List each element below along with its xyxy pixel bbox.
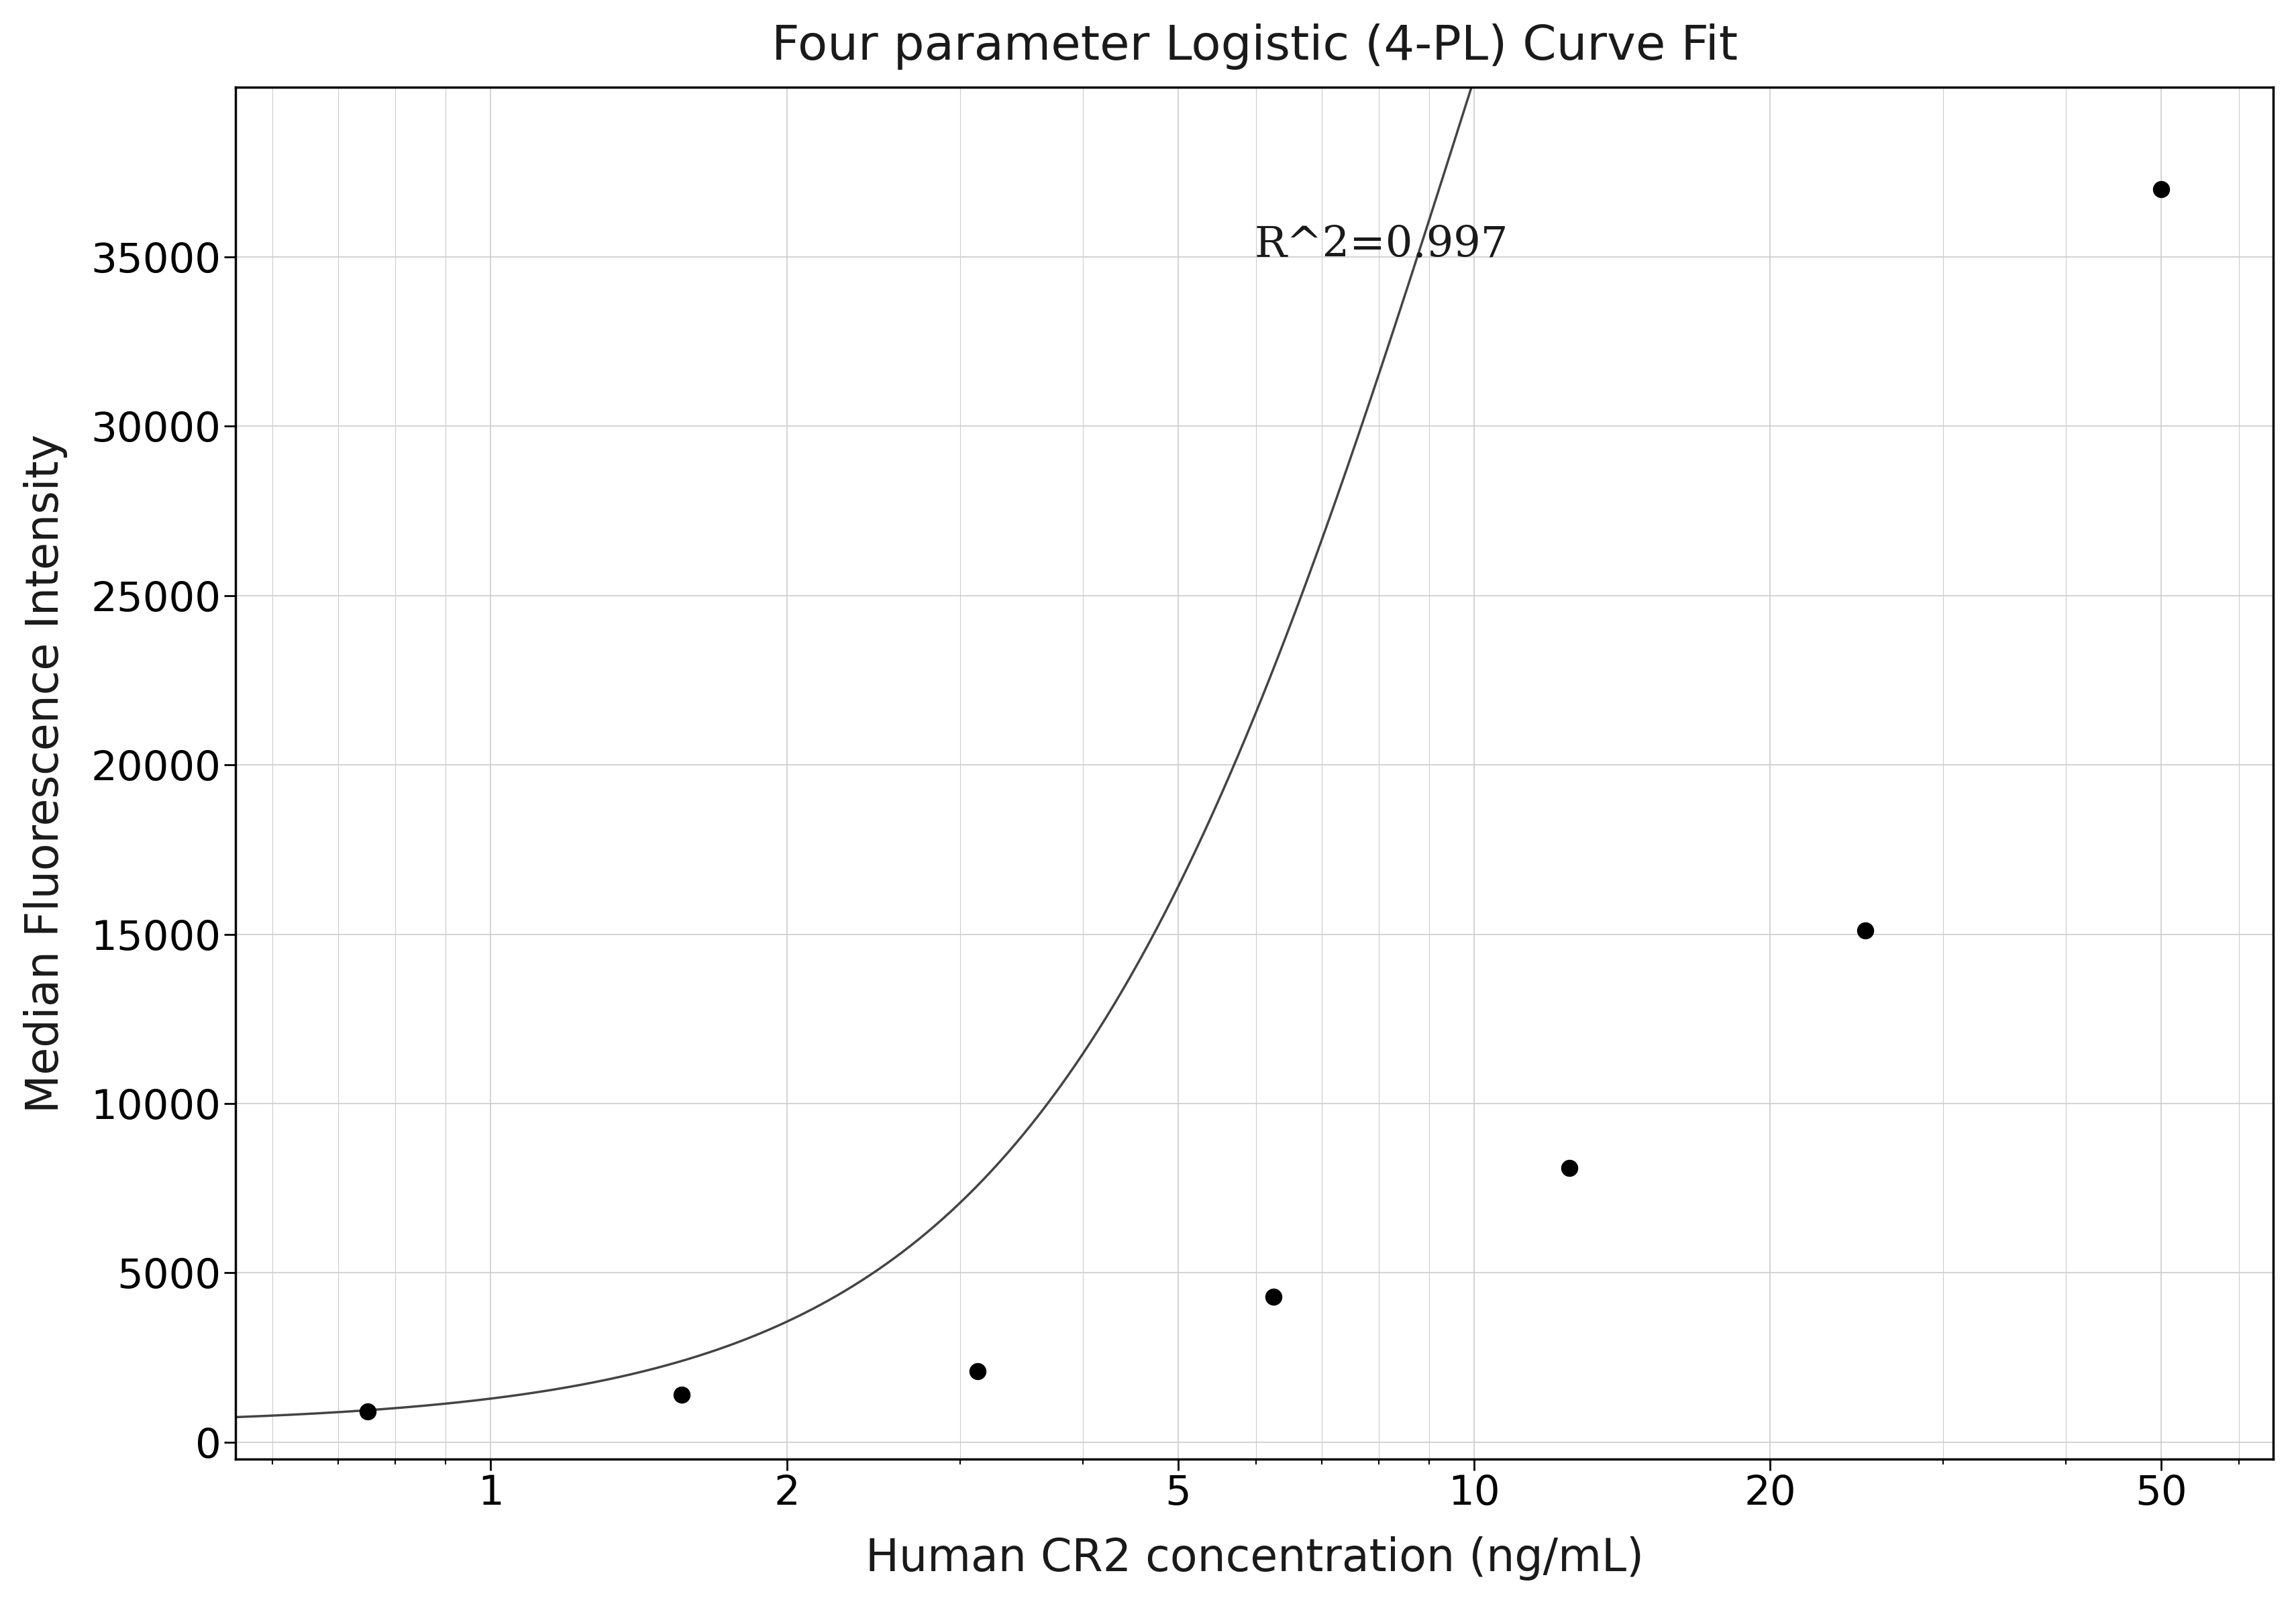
Text: R^2=0.997: R^2=0.997 bbox=[1254, 225, 1508, 266]
X-axis label: Human CR2 concentration (ng/mL): Human CR2 concentration (ng/mL) bbox=[866, 1537, 1644, 1580]
Title: Four parameter Logistic (4-PL) Curve Fit: Four parameter Logistic (4-PL) Curve Fit bbox=[771, 24, 1738, 69]
Point bbox=[1846, 917, 1883, 943]
Point bbox=[349, 1399, 386, 1424]
Point bbox=[960, 1359, 996, 1384]
Point bbox=[1550, 1155, 1587, 1181]
Point bbox=[664, 1383, 700, 1408]
Point bbox=[1254, 1283, 1290, 1309]
Point bbox=[2142, 176, 2179, 202]
Y-axis label: Median Fluorescence Intensity: Median Fluorescence Intensity bbox=[23, 433, 67, 1113]
